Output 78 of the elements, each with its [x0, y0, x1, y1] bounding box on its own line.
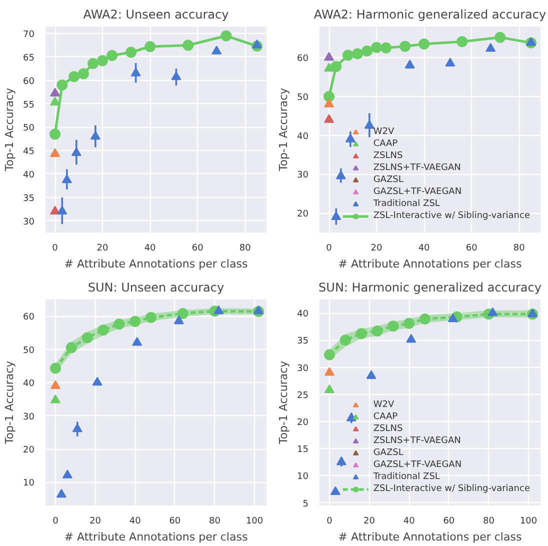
chart-title: SUN: Unseen accuracy [88, 280, 224, 294]
y-tick-label: 20 [297, 210, 309, 220]
y-tick-label: 15 [297, 445, 308, 456]
y-tick-label: 10 [297, 472, 309, 482]
y-tick-label: 60 [23, 76, 35, 87]
legend-label: CAAP [373, 138, 398, 150]
x-tick-label: 60 [192, 244, 204, 254]
y-tick-label: 20 [297, 418, 309, 428]
x-tick-label: 60 [466, 244, 478, 254]
legend-label: W2V [373, 126, 394, 138]
x-tick-label: 20 [90, 516, 102, 526]
x-tick-label: 80 [483, 516, 495, 526]
y-tick-label: 20 [23, 446, 35, 456]
legend-label: GAZSL [373, 174, 404, 186]
y-tick-label: 60 [23, 312, 35, 323]
y-tick-label: 5 [302, 499, 309, 510]
y-tick-label: 25 [297, 390, 308, 401]
x-tick-label: 0 [52, 516, 59, 526]
x-axis-title: # Attribute Annotations per class [64, 258, 248, 270]
chart-title: SUN: Harmonic generalized accuracy [318, 280, 542, 294]
x-tick-label: 40 [403, 516, 416, 526]
legend-label: ZSL-Interactive w/ Sibling-variance [373, 210, 530, 222]
y-tick-label: 40 [297, 132, 309, 142]
x-tick-label: 20 [364, 516, 376, 526]
x-tick-label: 100 [520, 516, 538, 526]
x-tick-label: 0 [52, 244, 58, 254]
legend-label: Traditional ZSL [373, 471, 440, 483]
y-tick-label: 30 [23, 412, 35, 422]
y-tick-label: 50 [297, 92, 309, 103]
legend-label: GAZSL+TF-VAEGAN [373, 186, 462, 198]
y-tick-label: 30 [297, 364, 309, 374]
y-tick-label: 40 [23, 170, 35, 180]
legend-label: GAZSL [373, 447, 404, 459]
y-tick-label: 30 [23, 217, 35, 228]
x-tick-label: 80 [513, 244, 526, 254]
x-tick-label: 80 [239, 244, 252, 254]
y-tick-label: 50 [23, 124, 35, 134]
y-tick-label: 30 [297, 170, 309, 181]
legend-label: ZSLNS [373, 423, 403, 435]
y-axis-title: Top-1 Accuracy [277, 87, 290, 172]
x-tick-label: 20 [370, 244, 383, 254]
x-tick-label: 60 [169, 516, 181, 526]
y-tick-label: 45 [23, 147, 34, 158]
y-axis-title: Top-1 Accuracy [3, 87, 16, 172]
x-tick-label: 40 [129, 516, 142, 526]
y-axis-title: Top-1 Accuracy [3, 360, 16, 446]
legend-label: ZSLNS [373, 150, 403, 162]
x-tick-label: 20 [96, 244, 109, 254]
x-tick-label: 40 [144, 244, 156, 254]
chart-title: AWA2: Harmonic generalized accuracy [314, 8, 546, 22]
legend-label: W2V [373, 399, 394, 411]
y-tick-label: 65 [23, 53, 34, 64]
x-tick-label: 0 [326, 516, 333, 526]
legend-label: ZSLNS+TF-VAEGAN [373, 162, 461, 174]
legend-label: ZSLNS+TF-VAEGAN [373, 435, 461, 447]
y-tick-label: 55 [23, 100, 34, 110]
x-axis-title: # Attribute Annotations per class [338, 530, 522, 544]
y-tick-label: 35 [23, 194, 34, 204]
chart-title: AWA2: Unseen accuracy [83, 8, 229, 22]
y-tick-label: 40 [297, 310, 309, 320]
y-axis-title: Top-1 Accuracy [277, 360, 290, 446]
x-tick-label: 100 [246, 516, 264, 526]
y-tick-label: 60 [297, 54, 309, 64]
x-axis-title: # Attribute Annotations per class [338, 258, 522, 270]
y-tick-label: 40 [23, 379, 35, 390]
x-tick-label: 40 [418, 244, 430, 254]
y-tick-label: 10 [23, 478, 35, 489]
x-axis-title: # Attribute Annotations per class [64, 530, 248, 544]
legend-label: GAZSL+TF-VAEGAN [373, 459, 462, 471]
legend-label: Traditional ZSL [373, 198, 440, 210]
legend-label: CAAP [373, 411, 398, 423]
y-tick-label: 35 [297, 336, 308, 347]
x-tick-label: 80 [209, 516, 221, 526]
x-tick-label: 0 [326, 244, 332, 254]
y-tick-label: 70 [23, 30, 35, 40]
x-tick-label: 60 [443, 516, 455, 526]
y-tick-label: 50 [23, 346, 35, 356]
legend-label: ZSL-Interactive w/ Sibling-variance [373, 483, 530, 495]
